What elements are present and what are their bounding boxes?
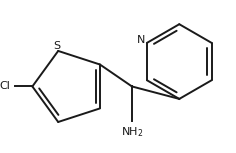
Text: N: N [137, 35, 146, 45]
Text: S: S [53, 41, 60, 51]
Text: Cl: Cl [0, 81, 10, 91]
Text: NH$_2$: NH$_2$ [121, 125, 143, 139]
